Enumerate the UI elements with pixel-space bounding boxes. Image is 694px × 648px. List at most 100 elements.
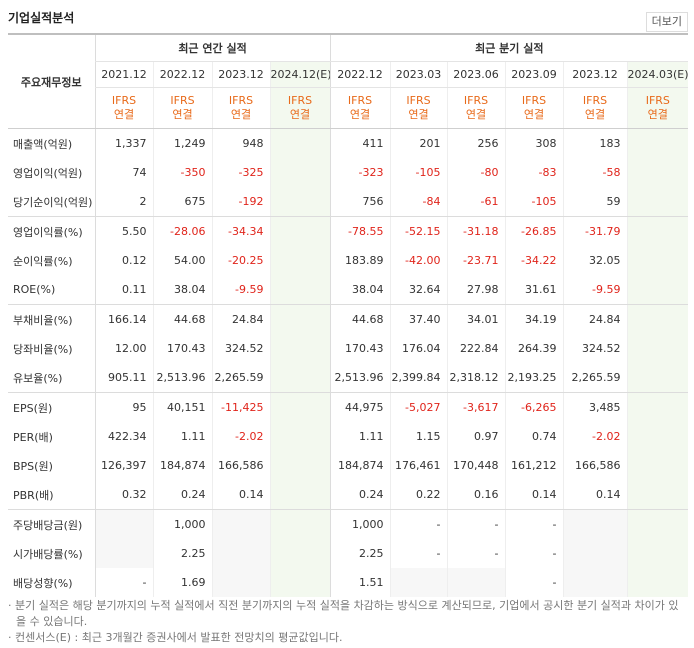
cell	[269, 422, 331, 451]
cell	[626, 158, 689, 187]
cell: 0.74	[504, 422, 564, 451]
ifrs: IFRS	[521, 94, 547, 107]
cell	[269, 216, 331, 246]
cell: 1.69	[152, 568, 212, 597]
data-row: PBR(배) 0.32 0.24 0.14 0.24 0.22 0.16 0.14 0.14	[8, 480, 689, 510]
standard: IFRS 연결	[389, 87, 448, 129]
cell: -20.25	[211, 246, 270, 275]
cell	[269, 392, 331, 422]
cell: 95	[94, 392, 153, 422]
cell: -34.22	[504, 246, 564, 275]
consolidation: 연결	[465, 108, 487, 121]
standard: IFRS 연결	[504, 87, 564, 129]
period: 2023.06	[446, 61, 506, 88]
cell: -325	[211, 158, 270, 187]
cell: -	[504, 568, 564, 597]
row-label: PER(배)	[13, 430, 53, 444]
ifrs: IFRS	[228, 94, 254, 107]
row-label: 영업이익(억원)	[13, 166, 83, 180]
cell	[626, 187, 689, 217]
quarterly-title: 최근 분기 실적	[329, 33, 689, 62]
data-row: 매출액(억원) 1,337 1,249 948 411 201 256 308 183	[8, 128, 689, 158]
ifrs: IFRS	[463, 94, 489, 107]
cell	[626, 422, 689, 451]
consolidation: 연결	[523, 108, 545, 121]
cell	[626, 363, 689, 393]
ifrs: IFRS	[111, 94, 137, 107]
cell: 34.01	[446, 304, 506, 334]
cell	[626, 216, 689, 246]
period: 2024.12(E)	[269, 61, 331, 88]
row-label: 유보율(%)	[8, 363, 95, 393]
cell: 2,193.25	[504, 363, 564, 393]
period: 2023.03	[389, 61, 448, 88]
cell	[626, 334, 689, 363]
cell: 176,461	[389, 451, 448, 480]
cell	[269, 451, 331, 480]
cell: 0.22	[389, 480, 448, 510]
header-row: 주요재무정보 최근 연간 실적 최근 분기 실적	[8, 33, 689, 129]
cell: 31.61	[504, 275, 564, 305]
cell: -	[504, 539, 564, 568]
row-label: 당기순이익(억원)	[8, 187, 95, 217]
cell: 201	[389, 128, 448, 158]
cell	[269, 568, 331, 597]
cell	[626, 451, 689, 480]
cell: 2,513.96	[329, 363, 391, 393]
cell: 0.12	[94, 246, 153, 275]
cell: -84	[389, 187, 448, 217]
row-label: ROE(%)	[8, 275, 95, 305]
cell: 54.00	[152, 246, 212, 275]
cell: 59	[562, 187, 628, 217]
cell	[626, 480, 689, 510]
cell: 170.43	[152, 334, 212, 363]
cell: -2.02	[211, 422, 270, 451]
note-text: 컨센서스(E) : 최근 3개월간 증권사에서 발표한 전망치의 평균값입니다.	[15, 631, 343, 644]
more-button[interactable]: 더보기	[645, 12, 688, 32]
financial-table: 주요재무정보 최근 연간 실적 최근 분기 실적 2021.12 2022.12 2023…	[8, 33, 689, 597]
cell	[94, 539, 153, 568]
cell	[626, 275, 689, 305]
period-row: 2021.12 2022.12 2023.12 2024.12(E) 2022.12 20…	[8, 61, 689, 88]
cell: 0.14	[211, 480, 270, 510]
table-body: 매출액(억원) 1,337 1,249 948 411 201 256 308 183 영업이익(…	[8, 128, 689, 597]
row-label: 부채비율(%)	[13, 313, 73, 327]
cell	[626, 568, 689, 597]
cell: -31.79	[562, 216, 628, 246]
standard: IFRS 연결	[329, 87, 391, 129]
period: 2021.12	[94, 61, 153, 88]
standard-row: IFRS 연결 IFRS 연결 IFRS 연결 IFRS 연결 IFRS 연결 IFRS 연결 IFRS…	[8, 87, 689, 129]
period: 2023.09	[504, 61, 564, 88]
cell: -78.55	[329, 216, 391, 246]
cell: 44.68	[329, 304, 391, 334]
cell: -23.71	[446, 246, 506, 275]
cell: 24.84	[562, 304, 628, 334]
footnotes: · 분기 실적은 해당 분기까지의 누적 실적에서 직전 분기까지의 누적 실적…	[8, 598, 688, 646]
cell: 37.40	[389, 304, 448, 334]
cell: -61	[446, 187, 506, 217]
cell: -	[389, 509, 448, 539]
cell: 324.52	[562, 334, 628, 363]
cell: -323	[329, 158, 391, 187]
cell: -	[504, 509, 564, 539]
data-row: 시가배당률(%) 2.25 2.25- - -	[8, 539, 689, 568]
section-title: 기업실적분석	[8, 11, 75, 25]
cell: -	[446, 539, 506, 568]
cell: 2.25	[152, 539, 212, 568]
ifrs: IFRS	[406, 94, 431, 107]
cell: 126,397	[94, 451, 153, 480]
row-label: BPS(원)	[13, 459, 53, 473]
cell: 2,513.96	[152, 363, 212, 393]
cell: 0.16	[446, 480, 506, 510]
standard: IFRS 연결	[211, 87, 270, 129]
data-row: PER(배) 422.34 1.11 -2.02 1.11 1.15 0.97 0.74 -2.…	[8, 422, 689, 451]
cell: 0.14	[504, 480, 564, 510]
cell	[626, 539, 689, 568]
cell	[389, 568, 448, 597]
cell: 1.11	[329, 422, 391, 451]
cell: 34.19	[504, 304, 564, 334]
cell: 308	[504, 128, 564, 158]
cell: -192	[211, 187, 270, 217]
row-label: 당좌비율(%)	[13, 342, 73, 356]
consolidation: 연결	[230, 108, 252, 121]
